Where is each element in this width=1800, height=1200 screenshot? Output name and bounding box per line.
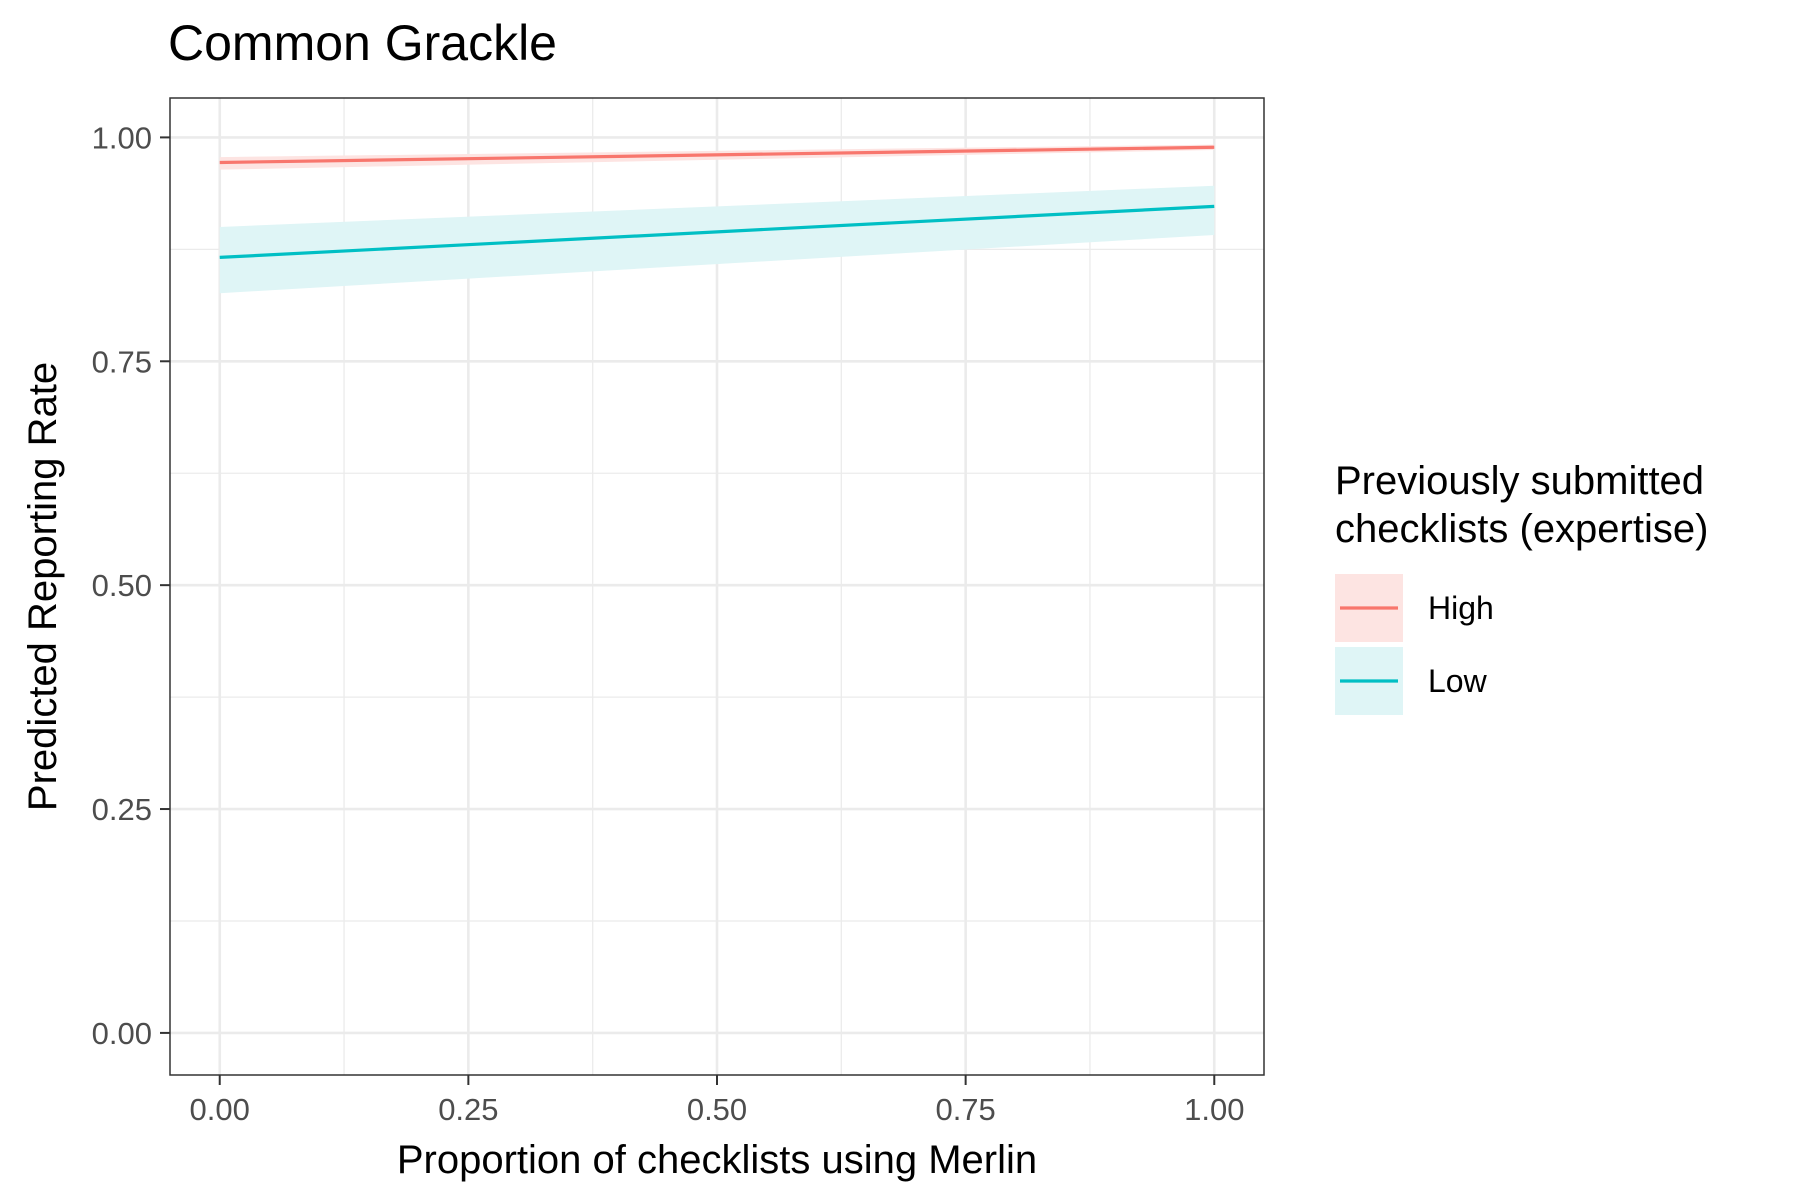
- legend-item-low: Low: [1335, 647, 1488, 715]
- legend-item-high: High: [1335, 574, 1494, 642]
- x-tick-label: 0.50: [687, 1092, 747, 1127]
- legend-title-line-1: Previously submitted: [1335, 459, 1704, 503]
- y-tick-label: 0.00: [92, 1016, 152, 1051]
- y-axis-title: Predicted Reporting Rate: [21, 362, 65, 811]
- y-tick-label: 1.00: [92, 120, 152, 155]
- y-tick-label: 0.25: [92, 792, 152, 827]
- legend-title-line-2: checklists (expertise): [1335, 507, 1708, 551]
- series-line-high: [219, 145, 1215, 165]
- x-tick-label: 0.25: [438, 1092, 498, 1127]
- series-line-low: [219, 204, 1215, 259]
- legend: Previously submitted checklists (experti…: [1335, 459, 1708, 715]
- y-tick-label: 0.75: [92, 344, 152, 379]
- y-tick-label: 0.50: [92, 568, 152, 603]
- chart-title: Common Grackle: [168, 15, 557, 71]
- series-lines: [219, 145, 1215, 259]
- axes: 0.00 0.25 0.50 0.75 1.00 0.00 0.25 0.50 0.75 1.00: [92, 120, 1245, 1127]
- x-tick-label: 0.00: [190, 1092, 250, 1127]
- x-axis-title: Proportion of checklists using Merlin: [397, 1138, 1037, 1182]
- legend-label-low: Low: [1428, 663, 1488, 699]
- x-tick-label: 0.75: [935, 1092, 995, 1127]
- ci-band-low: [219, 185, 1215, 294]
- legend-label-high: High: [1428, 590, 1494, 626]
- x-tick-label: 1.00: [1184, 1092, 1244, 1127]
